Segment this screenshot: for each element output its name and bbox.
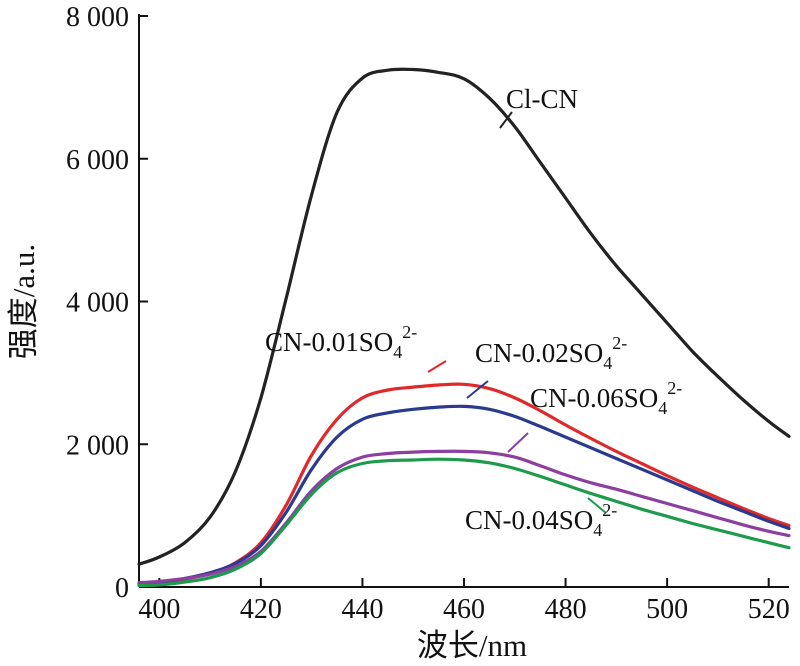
x-tick-label: 520 xyxy=(748,594,790,625)
series-label-cl-cn: Cl-CN xyxy=(506,84,578,114)
x-tick-label: 440 xyxy=(341,594,383,625)
label-leader-cn-0-02so4 xyxy=(466,380,489,399)
y-tick-label: 8 000 xyxy=(66,2,129,33)
series-line-cn-0-04so4 xyxy=(137,457,791,588)
y-tick-label: 4 000 xyxy=(66,288,129,319)
series-label-cn-0-06so4: CN-0.06SO42- xyxy=(530,378,682,418)
axes xyxy=(138,14,789,588)
series-lines xyxy=(137,67,791,588)
x-tick-label: 420 xyxy=(240,594,282,625)
series-label-cn-0-04so4: CN-0.04SO42- xyxy=(465,500,617,540)
y-axis-label: 强度/a.u. xyxy=(6,244,41,359)
x-ticks: 400 420 440 460 480 500 520 xyxy=(138,578,790,625)
x-tick-label: 400 xyxy=(138,594,180,625)
x-axis-label: 波长/nm xyxy=(417,628,527,663)
y-ticks: 0 2 000 4 000 6 000 8 000 xyxy=(66,2,148,604)
label-leader-cn-0-04so4 xyxy=(587,497,607,514)
y-tick-label: 6 000 xyxy=(66,145,129,176)
series-line-cn-0-02so4 xyxy=(137,404,791,585)
series-line-cl-cn xyxy=(137,67,791,566)
series-line-cn-0-06so4 xyxy=(137,449,791,585)
y-tick-label: 2 000 xyxy=(66,430,129,461)
x-tick-label: 500 xyxy=(646,594,688,625)
series-label-cn-0-01so4: CN-0.01SO42- xyxy=(265,322,417,362)
x-tick-label: 460 xyxy=(443,594,485,625)
series-labels: Cl-CN CN-0.01SO42- CN-0.02SO42- CN-0.06SO42… xyxy=(265,84,682,540)
label-leader-cn-0-06so4 xyxy=(507,432,529,453)
series-label-cn-0-02so4: CN-0.02SO42- xyxy=(475,333,627,373)
label-leader-lines xyxy=(427,111,607,514)
x-tick-label: 480 xyxy=(545,594,587,625)
y-tick-label: 0 xyxy=(115,573,129,604)
series-line-cn-0-01so4 xyxy=(137,382,791,586)
label-leader-cl-cn xyxy=(499,111,513,129)
label-leader-cn-0-01so4 xyxy=(427,360,447,373)
